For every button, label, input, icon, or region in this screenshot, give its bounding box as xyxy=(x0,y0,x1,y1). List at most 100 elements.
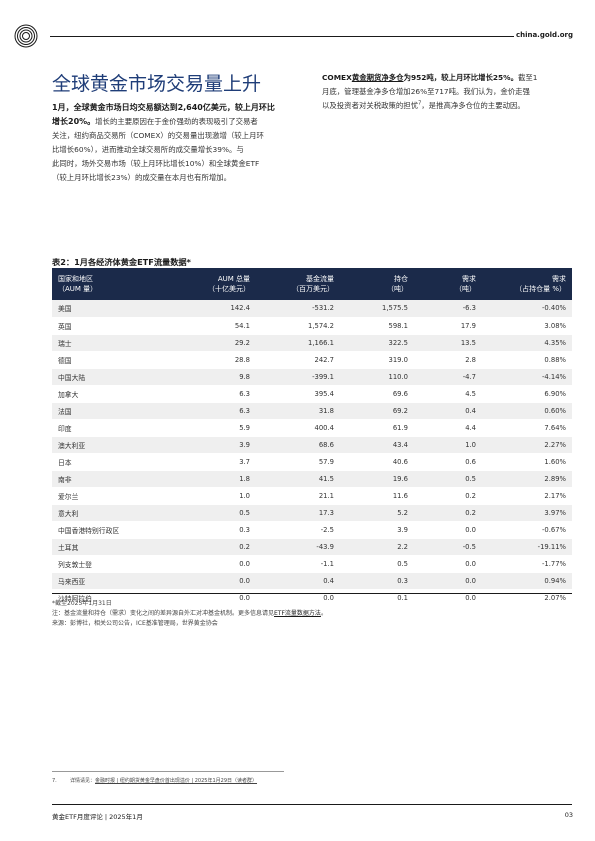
cell-aum: 54.1 xyxy=(172,317,256,335)
cell-demand-pct: 0.60% xyxy=(482,402,572,420)
cell-demand-tonnes: 0.2 xyxy=(414,487,482,505)
cell-holdings: 11.6 xyxy=(340,487,414,505)
etf-flow-table: 国家和地区 （AUM 量） AUM 总量 （十亿美元） 基金流量 （百万美元） 持仓（… xyxy=(52,268,572,607)
header-region: 国家和地区 （AUM 量） xyxy=(52,268,172,300)
net-long-link[interactable]: 黄金期货净多仓 xyxy=(351,73,404,82)
cell-demand-tonnes: 0.6 xyxy=(414,453,482,471)
cell-aum: 5.9 xyxy=(172,419,256,437)
cell-demand-pct: 2.17% xyxy=(482,487,572,505)
cell-demand-pct: 2.27% xyxy=(482,436,572,454)
right-line-2: 月底，管理基金净多仓增加26%至717吨。我们认为，金价走强 xyxy=(322,87,530,96)
site-url[interactable]: china.gold.org xyxy=(515,31,573,39)
cell-aum: 1.0 xyxy=(172,487,256,505)
header-demand-pct: 需求 （占持仓量 %） xyxy=(482,268,572,300)
cell-fund-flow: 1,166.1 xyxy=(256,334,340,352)
cell-aum: 3.7 xyxy=(172,453,256,471)
table-row: 加拿大 6.3 395.4 69.6 4.5 6.90% xyxy=(52,385,572,403)
footer-divider xyxy=(52,804,572,805)
cell-fund-flow: 1,574.2 xyxy=(256,317,340,335)
table-row: 南非 1.8 41.5 19.6 0.5 2.89% xyxy=(52,470,572,488)
cell-aum: 29.2 xyxy=(172,334,256,352)
cell-demand-tonnes: 0.0 xyxy=(414,555,482,573)
lead-line-2: 增长20%。 xyxy=(52,117,96,126)
cell-demand-tonnes: 0.0 xyxy=(414,572,482,590)
lead-paragraph: 1月，全球黄金市场日均交易额达到2,640亿美元，较上月环比 增长20%。增长的… xyxy=(52,101,304,129)
header-demand-tonnes: 需求 （吨） xyxy=(414,268,482,300)
cell-region: 法国 xyxy=(52,402,172,420)
cell-fund-flow: -43.9 xyxy=(256,538,340,556)
methodology-link[interactable]: ETF流量数据方法 xyxy=(274,610,321,617)
cell-holdings: 69.6 xyxy=(340,385,414,403)
right-column: COMEX黄金期货净多仓为952吨，较上月环比增长25%。截至1 月底，管理基金… xyxy=(322,71,576,113)
comex-label: COMEX xyxy=(322,73,352,82)
cell-aum: 0.0 xyxy=(172,555,256,573)
footnote-ref[interactable]: 7 xyxy=(418,100,422,107)
cell-demand-tonnes: 0.0 xyxy=(414,589,482,607)
table-title: 表2：1月各经济体黄金ETF流量数据* xyxy=(52,257,191,267)
table-row: 爱尔兰 1.0 21.1 11.6 0.2 2.17% xyxy=(52,487,572,505)
cell-aum: 28.8 xyxy=(172,351,256,369)
cell-demand-pct: -19.11% xyxy=(482,538,572,556)
footnote-link[interactable]: 金融时报 | 纽约期货黄金早盘价首出现溢价 | 2025年1月29日（读者群） xyxy=(95,778,258,784)
cell-aum: 0.3 xyxy=(172,521,256,539)
cell-aum: 0.0 xyxy=(172,572,256,590)
cell-fund-flow: 21.1 xyxy=(256,487,340,505)
cell-fund-flow: -1.1 xyxy=(256,555,340,573)
cell-demand-pct: 7.64% xyxy=(482,419,572,437)
cell-region: 印度 xyxy=(52,419,172,437)
note-method: 注：基金流量和持仓（需求）变化之间的差异源自外汇对冲基金机制。更多信息请见ETF… xyxy=(52,610,327,617)
cell-demand-tonnes: 1.0 xyxy=(414,436,482,454)
cell-demand-pct: -0.40% xyxy=(482,300,572,318)
cell-holdings: 40.6 xyxy=(340,453,414,471)
comex-stat: 为952吨，较上月环比增长25%。 xyxy=(403,73,518,82)
cell-region: 列支敦士登 xyxy=(52,555,172,573)
right-line-1-tail: 截至1 xyxy=(517,73,538,82)
cell-region: 英国 xyxy=(52,317,172,335)
lead-line-1: 1月，全球黄金市场日均交易额达到2,640亿美元，较上月环比 xyxy=(52,103,275,112)
body-line-3: 比增长60%），进而推动全球交易所的成交量增长39%。与 xyxy=(52,145,244,154)
cell-holdings: 69.2 xyxy=(340,402,414,420)
cell-demand-pct: 3.97% xyxy=(482,504,572,522)
cell-aum: 0.5 xyxy=(172,504,256,522)
header-divider xyxy=(50,36,514,37)
cell-demand-pct: 2.07% xyxy=(482,589,572,607)
cell-demand-tonnes: -0.5 xyxy=(414,538,482,556)
body-line-5: （较上月环比增长23%）的成交量在本月也有所增加。 xyxy=(52,173,232,182)
table-row: 英国 54.1 1,574.2 598.1 17.9 3.08% xyxy=(52,317,572,335)
table-row: 德国 28.8 242.7 319.0 2.8 0.88% xyxy=(52,351,572,369)
cell-fund-flow: 31.8 xyxy=(256,402,340,420)
cell-demand-pct: -4.14% xyxy=(482,368,572,386)
cell-fund-flow: 242.7 xyxy=(256,351,340,369)
cell-demand-tonnes: -4.7 xyxy=(414,368,482,386)
body-line-1: 增长的主要原因在于金价强劲的表现吸引了交易者 xyxy=(95,117,258,126)
table-notes: *截至2025年1月31日 注：基金流量和持仓（需求）变化之间的差异源自外汇对冲… xyxy=(52,599,327,629)
cell-holdings: 110.0 xyxy=(340,368,414,386)
cell-region: 加拿大 xyxy=(52,385,172,403)
cell-aum: 142.4 xyxy=(172,300,256,318)
cell-aum: 1.8 xyxy=(172,470,256,488)
cell-region: 中国大陆 xyxy=(52,368,172,386)
cell-region: 马来西亚 xyxy=(52,572,172,590)
cell-holdings: 43.4 xyxy=(340,436,414,454)
concentric-circles-logo-icon xyxy=(14,24,38,48)
cell-region: 南非 xyxy=(52,470,172,488)
footnote: 7. 详情请见：金融时报 | 纽约期货黄金早盘价首出现溢价 | 2025年1月29… xyxy=(52,777,257,784)
body-line-4: 此同时，场外交易市场（较上月环比增长10%）和全球黄金ETF xyxy=(52,159,260,168)
cell-demand-tonnes: 0.4 xyxy=(414,402,482,420)
cell-demand-tonnes: 13.5 xyxy=(414,334,482,352)
page-number: 03 xyxy=(564,811,573,819)
cell-region: 日本 xyxy=(52,453,172,471)
cell-demand-tonnes: 0.2 xyxy=(414,504,482,522)
cell-region: 瑞士 xyxy=(52,334,172,352)
table-row: 中国香港特别行政区 0.3 -2.5 3.9 0.0 -0.67% xyxy=(52,521,572,539)
footer-publication: 黄金ETF月度评论 | 2025年1月 xyxy=(52,813,143,821)
cell-demand-pct: 6.90% xyxy=(482,385,572,403)
cell-aum: 3.9 xyxy=(172,436,256,454)
note-date: *截至2025年1月31日 xyxy=(52,600,112,607)
cell-fund-flow: 17.3 xyxy=(256,504,340,522)
right-line-3a: 以及投资者对关税政策的担忧 xyxy=(322,101,419,110)
cell-demand-pct: -1.77% xyxy=(482,555,572,573)
cell-fund-flow: 395.4 xyxy=(256,385,340,403)
table-row: 日本 3.7 57.9 40.6 0.6 1.60% xyxy=(52,453,572,471)
table-row: 瑞士 29.2 1,166.1 322.5 13.5 4.35% xyxy=(52,334,572,352)
